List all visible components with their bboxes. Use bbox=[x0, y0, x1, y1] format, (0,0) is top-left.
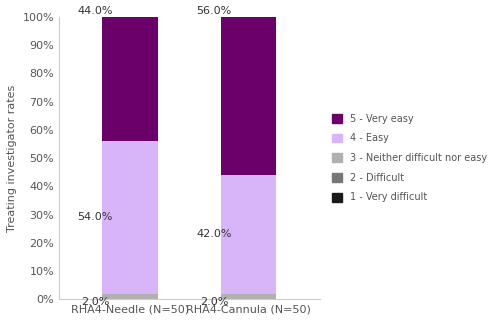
Text: 2.0%: 2.0% bbox=[200, 297, 228, 307]
Text: 54.0%: 54.0% bbox=[78, 212, 113, 222]
Y-axis label: Treating investigator rates: Treating investigator rates bbox=[7, 84, 17, 232]
Bar bbox=[102, 17, 158, 141]
Legend: 5 - Very easy, 4 - Easy, 3 - Neither difficult nor easy, 2 - Difficult, 1 - Very: 5 - Very easy, 4 - Easy, 3 - Neither dif… bbox=[328, 109, 492, 207]
Bar bbox=[221, 17, 276, 175]
Bar bbox=[221, 293, 276, 299]
Text: 2.0%: 2.0% bbox=[81, 297, 110, 307]
Text: 42.0%: 42.0% bbox=[196, 229, 232, 239]
Bar bbox=[221, 175, 276, 293]
Bar bbox=[102, 293, 158, 299]
Text: 56.0%: 56.0% bbox=[196, 6, 232, 16]
Text: 44.0%: 44.0% bbox=[78, 6, 113, 16]
Bar bbox=[102, 141, 158, 293]
